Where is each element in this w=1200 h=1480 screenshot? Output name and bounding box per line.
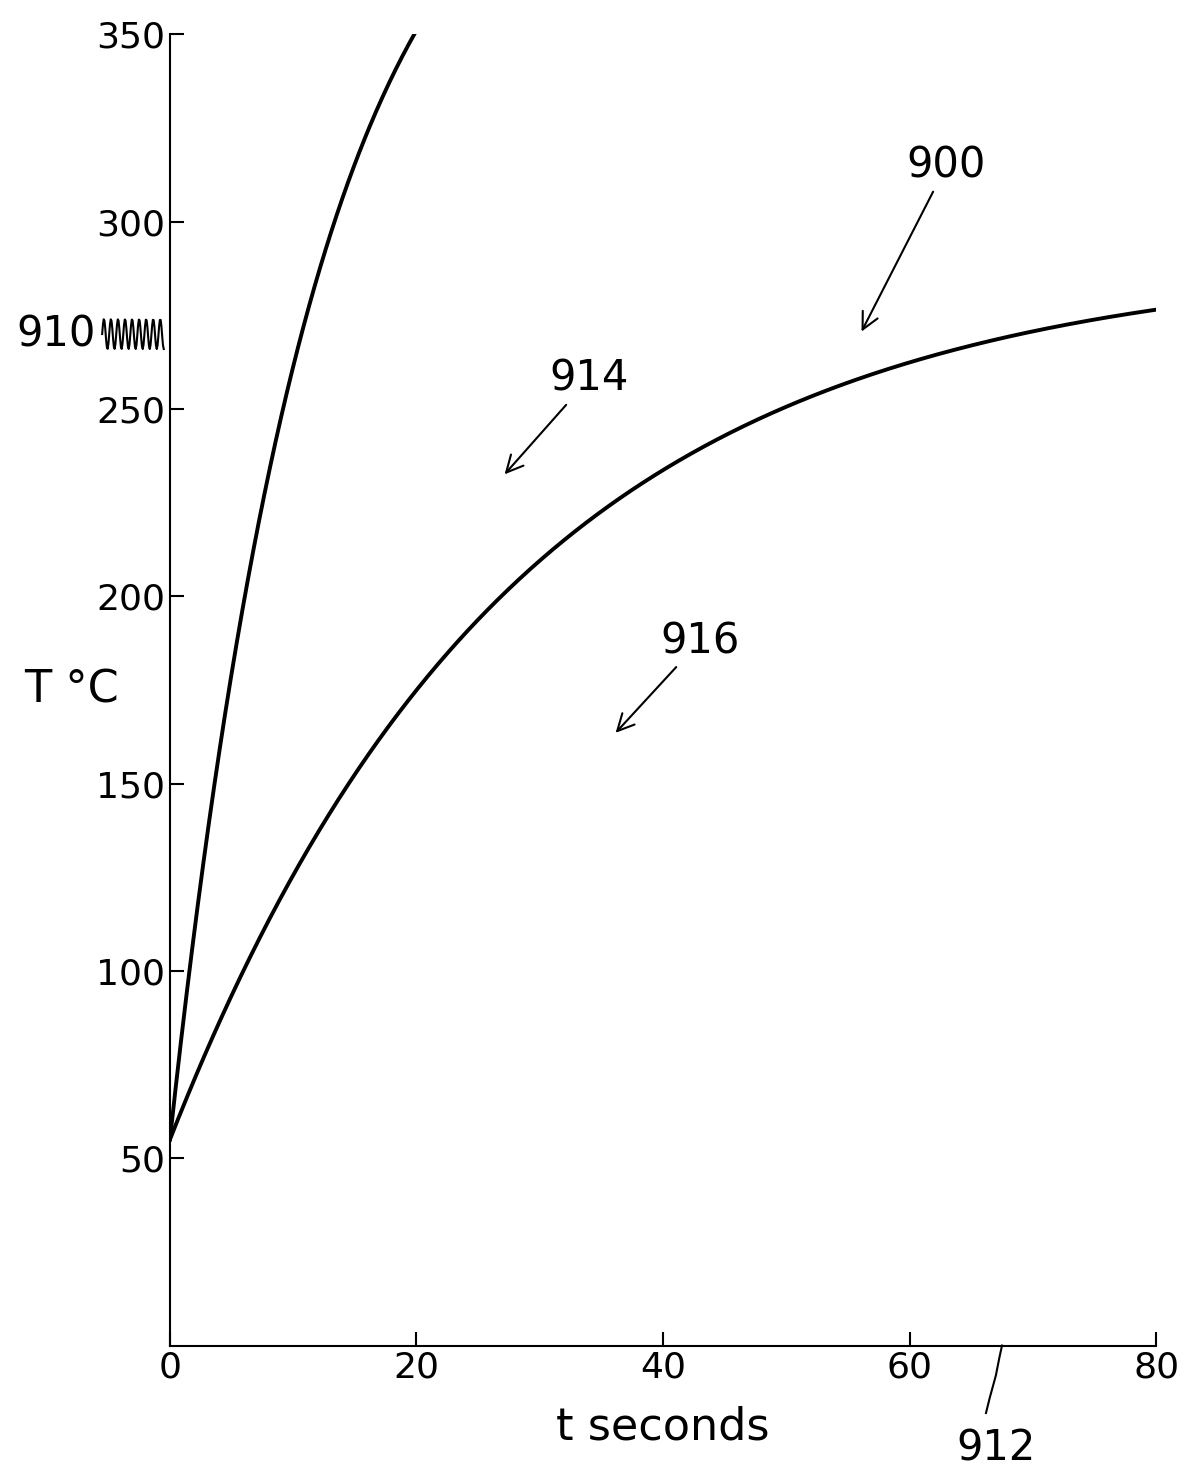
- Text: 910: 910: [17, 314, 96, 355]
- Text: 914: 914: [506, 358, 629, 472]
- Y-axis label: T °C: T °C: [24, 669, 119, 712]
- Text: 912: 912: [956, 1428, 1036, 1470]
- X-axis label: t seconds: t seconds: [557, 1405, 769, 1449]
- Text: 916: 916: [617, 620, 739, 731]
- Text: 900: 900: [863, 145, 986, 330]
